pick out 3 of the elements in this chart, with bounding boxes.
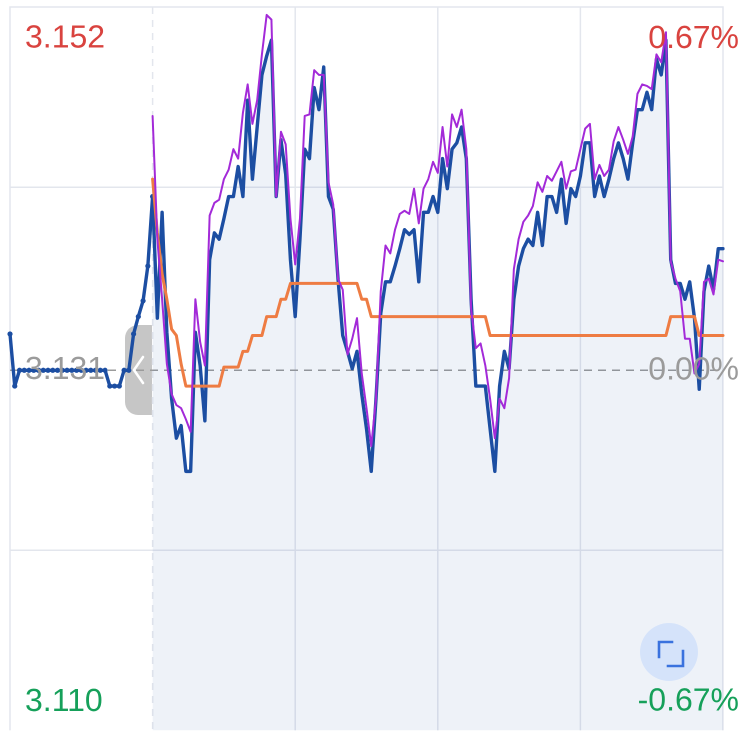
y-tick-label: 3.110 [25,682,103,718]
y2-tick-label: -0.67% [638,682,739,718]
y-tick-label: 3.152 [25,18,106,54]
